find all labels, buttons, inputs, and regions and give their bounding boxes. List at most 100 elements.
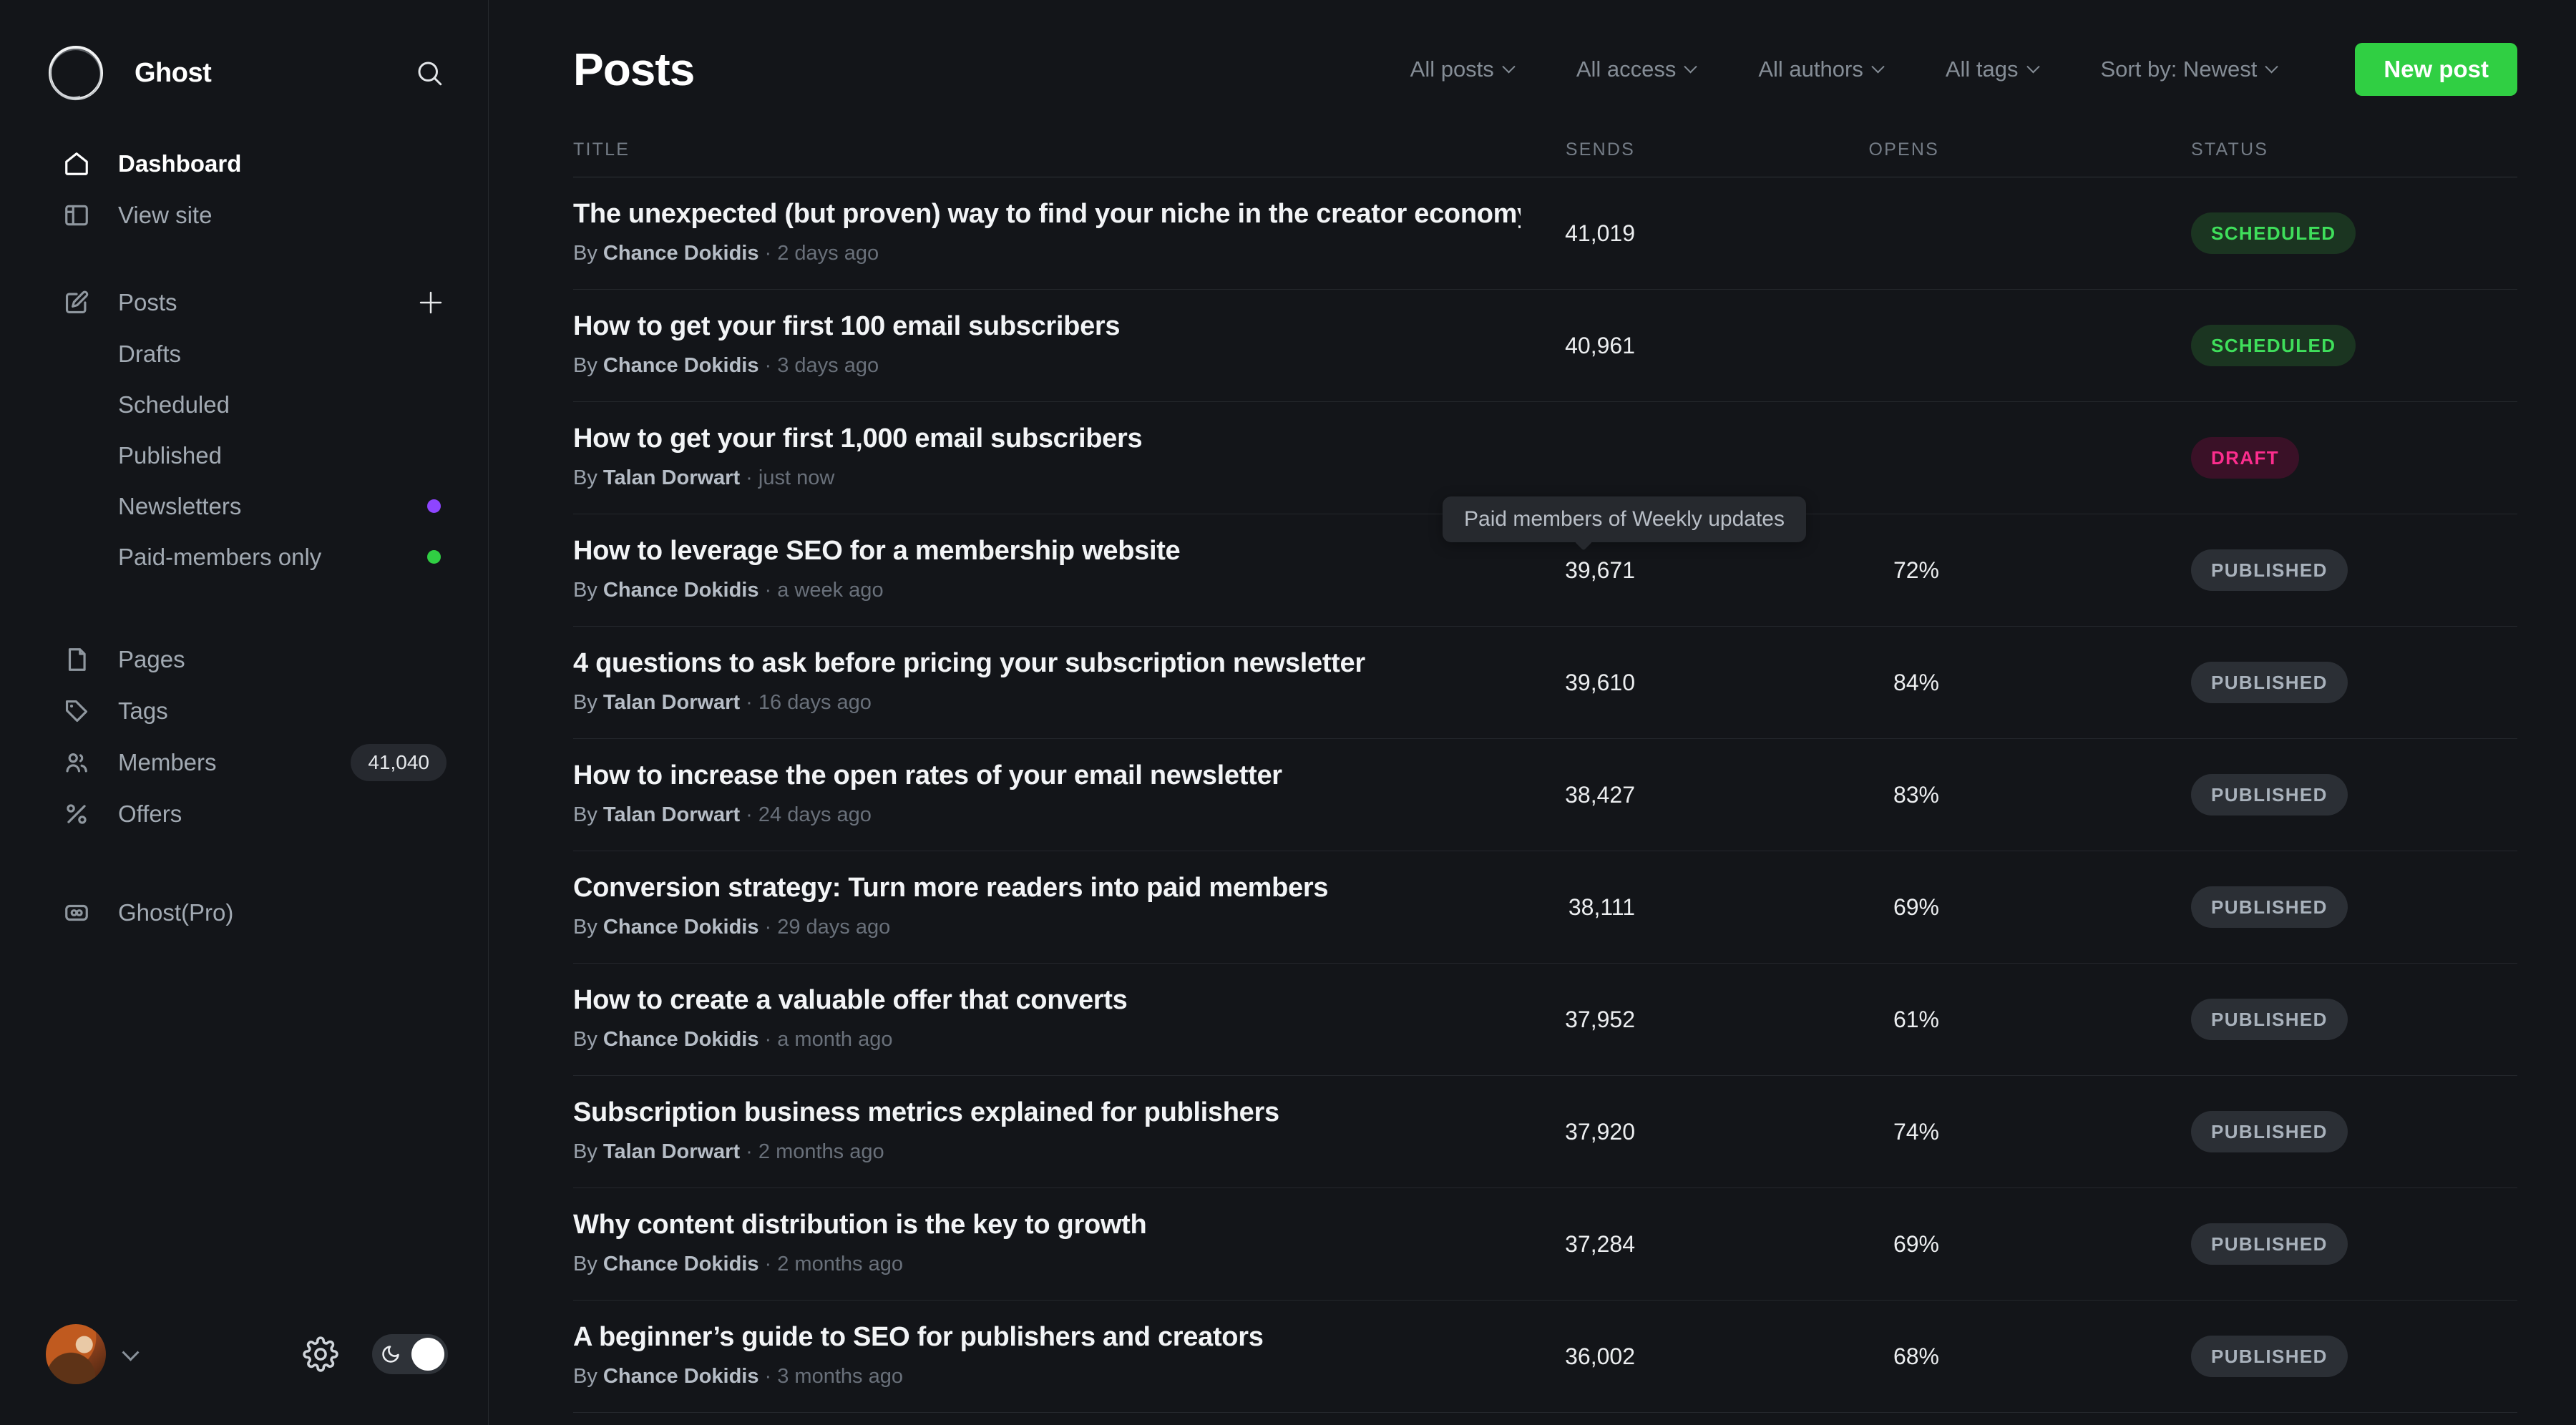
sidebar-nav: Dashboard View site Posts — [0, 138, 488, 939]
post-author: Chance Dokidis — [602, 579, 759, 602]
moon-icon — [381, 1344, 401, 1364]
post-time: · just now — [740, 466, 835, 489]
sidebar-item-label: Dashboard — [118, 150, 242, 177]
sidebar-item-label: Tags — [118, 697, 168, 724]
post-title: How to get your first 100 email subscrib… — [573, 311, 1121, 341]
posts-table: The unexpected (but proven) way to find … — [573, 177, 2517, 1413]
filter-all-access[interactable]: All access — [1576, 57, 1698, 82]
filter-all-authors[interactable]: All authors — [1758, 57, 1885, 82]
post-row[interactable]: 4 questions to ask before pricing your s… — [573, 627, 2517, 739]
chevron-down-icon — [1684, 59, 1698, 73]
post-title: How to increase the open rates of your e… — [573, 760, 1282, 790]
filter-sort-by-newest[interactable]: Sort by: Newest — [2101, 57, 2279, 82]
sidebar-item-label: Members — [118, 749, 217, 775]
new-post-plus-button[interactable] — [415, 287, 447, 318]
chevron-down-icon — [1871, 59, 1885, 73]
sidebar-item-offers[interactable]: Offers — [0, 788, 488, 840]
sidebar-item-label: Offers — [118, 800, 182, 827]
post-time: · 2 months ago — [758, 1253, 903, 1275]
post-row[interactable]: Subscription business metrics explained … — [573, 1076, 2517, 1188]
status-badge: PUBLISHED — [2191, 1223, 2348, 1265]
column-header-title: TITLE — [573, 139, 630, 160]
sidebar-item-members[interactable]: Members 41,040 — [0, 737, 488, 788]
status-badge: PUBLISHED — [2191, 886, 2348, 928]
post-sends: 40,961 — [1565, 332, 1635, 358]
sidebar-subitem-drafts[interactable]: Drafts — [0, 328, 488, 379]
filter-all-posts[interactable]: All posts — [1410, 57, 1516, 82]
gear-icon — [303, 1336, 338, 1372]
sidebar: Ghost Dashboard View site — [0, 0, 489, 1425]
post-author: Chance Dokidis — [602, 1028, 759, 1051]
post-byline: By Chance Dokidis · a month ago — [573, 1028, 893, 1051]
members-count-badge: 41,040 — [351, 744, 447, 781]
post-sends: 39,610 — [1565, 669, 1635, 695]
post-byline: By Talan Dorwart · just now — [573, 466, 835, 489]
new-post-button[interactable]: New post — [2355, 43, 2517, 96]
post-title: Why content distribution is the key to g… — [573, 1210, 1147, 1240]
chevron-down-icon — [2026, 59, 2040, 73]
post-time: · 2 months ago — [740, 1140, 884, 1163]
post-author: Talan Dorwart — [602, 466, 741, 489]
search-button[interactable] — [412, 56, 447, 90]
status-badge: PUBLISHED — [2191, 1111, 2348, 1152]
sidebar-item-dashboard[interactable]: Dashboard — [0, 138, 488, 190]
post-opens: 72% — [1893, 557, 1939, 583]
post-row[interactable]: How to create a valuable offer that conv… — [573, 964, 2517, 1076]
post-row[interactable]: How to increase the open rates of your e… — [573, 739, 2517, 851]
table-header: TITLE SENDS OPENS STATUS — [573, 139, 2517, 177]
sidebar-item-label: Scheduled — [118, 391, 230, 418]
ghost-pro-icon — [63, 899, 90, 926]
main-content: Posts All posts All access All authors All … — [489, 0, 2576, 1425]
post-sends: 41,019 — [1565, 220, 1635, 246]
post-time: · 16 days ago — [740, 691, 872, 714]
post-row[interactable]: The unexpected (but proven) way to find … — [573, 177, 2517, 290]
user-avatar[interactable] — [46, 1324, 106, 1384]
sidebar-item-posts[interactable]: Posts — [0, 277, 488, 328]
filters: All posts All access All authors All tags So… — [1347, 57, 2279, 82]
post-title: How to leverage SEO for a membership web… — [573, 536, 1181, 566]
sidebar-item-view-site[interactable]: View site — [0, 190, 488, 241]
sidebar-subitem-scheduled[interactable]: Scheduled — [0, 379, 488, 430]
post-byline: By Chance Dokidis · 3 months ago — [573, 1365, 903, 1388]
members-icon — [63, 749, 90, 776]
settings-button[interactable] — [302, 1336, 339, 1373]
sidebar-item-tags[interactable]: Tags — [0, 685, 488, 737]
brand-title[interactable]: Ghost — [135, 57, 212, 88]
sidebar-item-label: Pages — [118, 646, 185, 672]
column-header-sends: SENDS — [1565, 139, 1635, 160]
post-time: · a week ago — [758, 579, 884, 602]
tag-icon — [63, 697, 90, 725]
post-byline: By Chance Dokidis · 3 days ago — [573, 354, 879, 377]
post-row[interactable]: Conversion strategy: Turn more readers i… — [573, 851, 2517, 964]
sidebar-subitem-paid-members-only[interactable]: Paid-members only — [0, 532, 488, 582]
dark-mode-toggle[interactable] — [372, 1334, 448, 1374]
post-sends: 38,111 — [1568, 893, 1635, 920]
post-row[interactable]: How to get your first 1,000 email subscr… — [573, 402, 2517, 514]
post-row[interactable]: Why content distribution is the key to g… — [573, 1188, 2517, 1301]
sidebar-subitem-newsletters[interactable]: Newsletters — [0, 481, 488, 532]
post-author: Chance Dokidis — [602, 1253, 759, 1275]
post-row[interactable]: A beginner’s guide to SEO for publishers… — [573, 1301, 2517, 1413]
sidebar-item-ghost-pro[interactable]: Ghost(Pro) — [0, 887, 488, 939]
post-row[interactable]: How to get your first 100 email subscrib… — [573, 290, 2517, 402]
post-row[interactable]: How to leverage SEO for a membership web… — [573, 514, 2517, 627]
status-badge: PUBLISHED — [2191, 774, 2348, 816]
post-opens: 84% — [1893, 669, 1939, 695]
filter-all-tags[interactable]: All tags — [1946, 57, 2040, 82]
sidebar-subitem-published[interactable]: Published — [0, 430, 488, 481]
status-badge: SCHEDULED — [2191, 325, 2356, 366]
post-opens: 69% — [1893, 893, 1939, 920]
post-title: How to get your first 1,000 email subscr… — [573, 423, 1143, 454]
plus-icon — [416, 288, 446, 318]
post-sends: 37,284 — [1565, 1230, 1635, 1257]
post-opens: 69% — [1893, 1230, 1939, 1257]
newsletters-dot-icon — [427, 499, 441, 513]
user-menu-chevron-down-icon[interactable] — [122, 1343, 140, 1361]
page-title: Posts — [573, 44, 695, 95]
posts-sub-list: Drafts Scheduled Published Newsletters Paid-… — [0, 328, 488, 582]
post-title: Conversion strategy: Turn more readers i… — [573, 873, 1329, 903]
sidebar-item-pages[interactable]: Pages — [0, 634, 488, 685]
status-badge: PUBLISHED — [2191, 999, 2348, 1040]
sidebar-item-label: Drafts — [118, 340, 182, 367]
post-byline: By Chance Dokidis · 2 months ago — [573, 1253, 903, 1275]
